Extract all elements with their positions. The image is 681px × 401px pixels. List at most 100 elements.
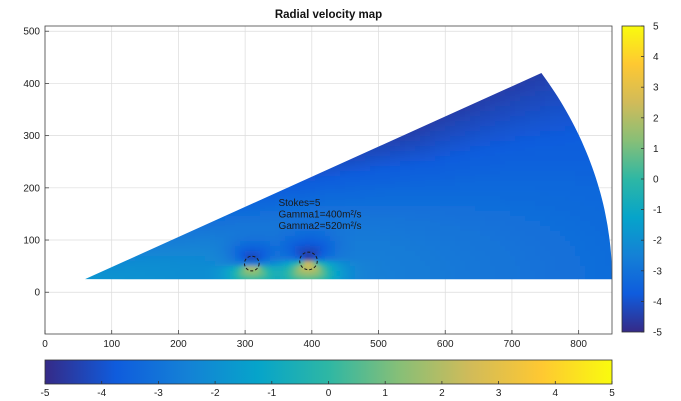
field-cell — [380, 191, 386, 197]
field-cell — [125, 276, 131, 280]
field-cell — [310, 226, 316, 232]
field-cell — [330, 271, 336, 277]
field-cell — [425, 131, 431, 137]
field-cell — [435, 171, 441, 177]
field-cell — [440, 211, 446, 217]
field-cell — [190, 251, 196, 257]
field-cell — [315, 241, 321, 247]
field-cell — [370, 276, 376, 280]
field-cell — [305, 221, 311, 227]
field-cell — [425, 226, 431, 232]
field-cell — [285, 201, 291, 207]
field-cell — [300, 256, 306, 262]
field-cell — [325, 186, 331, 192]
field-cell — [120, 261, 126, 267]
field-cell — [405, 161, 411, 167]
field-cell — [370, 196, 376, 202]
field-cell — [300, 191, 306, 197]
field-cell — [195, 261, 201, 267]
field-cell — [440, 266, 446, 272]
field-cell — [385, 171, 391, 177]
field-cell — [160, 251, 166, 257]
field-cell — [410, 186, 416, 192]
field-cell — [375, 221, 381, 227]
field-cell — [195, 246, 201, 252]
field-cell — [435, 256, 441, 262]
field-cell — [375, 256, 381, 262]
field-cell — [290, 266, 296, 272]
field-cell — [435, 241, 441, 247]
field-cell — [350, 246, 356, 252]
field-cell — [340, 261, 346, 267]
field-cell — [425, 266, 431, 272]
field-cell — [350, 241, 356, 247]
field-cell — [310, 221, 316, 227]
field-cell — [360, 256, 366, 262]
field-cell — [225, 256, 231, 262]
field-cell — [340, 191, 346, 197]
field-cell — [120, 271, 126, 277]
field-cell — [405, 141, 411, 147]
field-cell — [430, 191, 436, 197]
field-cell — [145, 271, 151, 277]
field-cell — [200, 261, 206, 267]
field-cell — [395, 246, 401, 252]
field-cell — [215, 261, 221, 267]
field-cell — [365, 201, 371, 207]
field-cell — [270, 236, 276, 242]
field-cell — [375, 156, 381, 162]
field-cell — [390, 191, 396, 197]
field-cell — [300, 266, 306, 272]
field-cell — [260, 261, 266, 267]
field-cell — [290, 221, 296, 227]
field-cell — [330, 181, 336, 187]
field-cell — [295, 226, 301, 232]
field-cell — [315, 261, 321, 267]
field-cell — [240, 216, 246, 222]
field-cell — [400, 151, 406, 157]
field-cell — [335, 191, 341, 197]
field-cell — [105, 276, 111, 280]
field-cell — [195, 241, 201, 247]
field-cell — [175, 271, 181, 277]
field-cell — [350, 276, 356, 280]
field-cell — [260, 271, 266, 277]
field-cell — [365, 246, 371, 252]
field-cell — [180, 236, 186, 242]
field-cell — [270, 196, 276, 202]
field-cell — [330, 231, 336, 237]
field-cell — [390, 271, 396, 277]
field-cell — [430, 196, 436, 202]
field-cell — [315, 201, 321, 207]
field-cell — [190, 231, 196, 237]
field-cell — [205, 251, 211, 257]
field-cell — [340, 226, 346, 232]
field-cell — [150, 276, 156, 280]
field-cell — [290, 251, 296, 257]
field-cell — [355, 156, 361, 162]
field-cell — [435, 191, 441, 197]
field-cell — [250, 276, 256, 280]
field-cell — [370, 221, 376, 227]
field-cell — [375, 146, 381, 152]
field-cell — [245, 251, 251, 257]
field-cell — [440, 151, 446, 157]
field-cell — [415, 166, 421, 172]
field-cell — [390, 166, 396, 172]
field-cell — [400, 201, 406, 207]
field-cell — [345, 191, 351, 197]
field-cell — [405, 246, 411, 252]
field-cell — [290, 216, 296, 222]
field-cell — [410, 256, 416, 262]
field-cell — [305, 186, 311, 192]
field-cell — [150, 256, 156, 262]
field-cell — [320, 251, 326, 257]
field-cell — [260, 276, 266, 280]
field-cell — [240, 246, 246, 252]
field-cell — [370, 176, 376, 182]
field-cell — [435, 271, 441, 277]
field-cell — [210, 226, 216, 232]
field-cell — [375, 261, 381, 267]
field-cell — [275, 191, 281, 197]
